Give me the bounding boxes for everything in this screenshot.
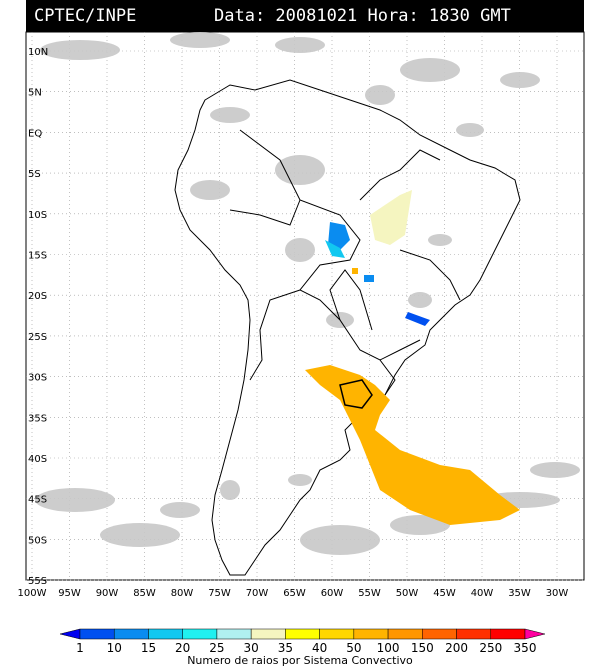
lon-label: 95W	[58, 588, 81, 599]
lat-label: 40S	[28, 454, 47, 465]
graticule	[26, 32, 584, 581]
legend-swatch	[216, 628, 252, 640]
legend-swatch	[387, 628, 423, 640]
legend-value: 50	[346, 641, 361, 655]
legend-swatch	[285, 628, 320, 640]
convective-systems	[305, 190, 520, 525]
system-orange-large	[305, 365, 520, 525]
lon-label: 75W	[208, 588, 231, 599]
legend-value: 35	[278, 641, 293, 655]
lon-label: 50W	[396, 588, 419, 599]
map-header: CPTEC/INPE Data: 20081021 Hora: 1830 GMT	[26, 0, 584, 32]
legend-value: 30	[244, 641, 259, 655]
lon-label: 30W	[546, 588, 569, 599]
lat-label: 45S	[28, 495, 47, 506]
legend-swatch	[490, 628, 526, 640]
legend-value: 10	[107, 641, 122, 655]
system-blue-3	[405, 312, 430, 326]
lon-label: 90W	[96, 588, 119, 599]
lon-label: 35W	[508, 588, 531, 599]
legend-swatch	[148, 628, 183, 640]
lat-label: 20S	[28, 291, 47, 302]
lon-label: 65W	[283, 588, 306, 599]
source-label: CPTEC/INPE	[34, 6, 137, 26]
lon-label: 80W	[171, 588, 194, 599]
legend-swatch	[59, 628, 81, 640]
lat-label: 5N	[28, 88, 42, 99]
lat-label: 30S	[28, 373, 47, 384]
lat-label: 10N	[28, 47, 48, 58]
lat-label: 10S	[28, 210, 47, 221]
system-blue-1	[328, 222, 350, 250]
cloud-cover	[35, 32, 580, 555]
system-pale-yellow	[370, 190, 412, 245]
legend-swatch	[422, 628, 457, 640]
legend-swatch	[319, 628, 355, 640]
latitude-labels: 10N 5N EQ 5S 10S 15S 20S 25S 30S 35S 40S 45S 50S 55S	[28, 47, 48, 587]
lat-label: 50S	[28, 535, 47, 546]
legend-swatch	[250, 628, 286, 640]
legend-value: 25	[209, 641, 224, 655]
datetime-label: Data: 20081021 Hora: 1830 GMT	[214, 6, 511, 26]
coastline	[174, 79, 521, 576]
legend-swatch	[456, 628, 492, 640]
lon-label: 45W	[433, 588, 456, 599]
lat-label: 25S	[28, 332, 47, 343]
legend-swatch	[182, 628, 218, 640]
lon-label: 40W	[471, 588, 494, 599]
legend-value: 20	[175, 641, 190, 655]
system-outline	[339, 379, 373, 409]
lon-label: 85W	[133, 588, 156, 599]
legend-value: 15	[141, 641, 156, 655]
lat-label: EQ	[28, 128, 42, 139]
lat-label: 5S	[28, 169, 41, 180]
legend-swatch	[79, 628, 115, 640]
color-legend: 1 10 15 20 25 30 35 40 50 100 150 200 250 350	[59, 628, 546, 655]
legend-title: Numero de raios por Sistema Convectivo	[187, 654, 413, 667]
legend-value: 250	[479, 641, 502, 655]
legend-swatch	[113, 628, 149, 640]
legend-swatch	[524, 628, 546, 640]
lon-label: 60W	[321, 588, 344, 599]
lat-label: 15S	[28, 251, 47, 262]
system-orange-small	[352, 268, 358, 274]
lat-label: 35S	[28, 413, 47, 424]
longitude-labels: 100W 95W 90W 85W 80W 75W 70W 65W 60W 55W 50W 45W 40W…	[18, 588, 569, 599]
lon-label: 55W	[358, 588, 381, 599]
legend-value: 40	[312, 641, 327, 655]
legend-swatch	[353, 628, 389, 640]
system-cyan-1	[325, 240, 345, 258]
legend-value: 100	[377, 641, 400, 655]
legend-value: 1	[76, 641, 84, 655]
legend-value: 200	[445, 641, 468, 655]
lat-label: 55S	[28, 576, 47, 587]
lon-label: 100W	[18, 588, 47, 599]
lon-label: 70W	[246, 588, 269, 599]
system-blue-2	[364, 275, 374, 282]
legend-value: 150	[411, 641, 434, 655]
legend-value: 350	[514, 641, 537, 655]
